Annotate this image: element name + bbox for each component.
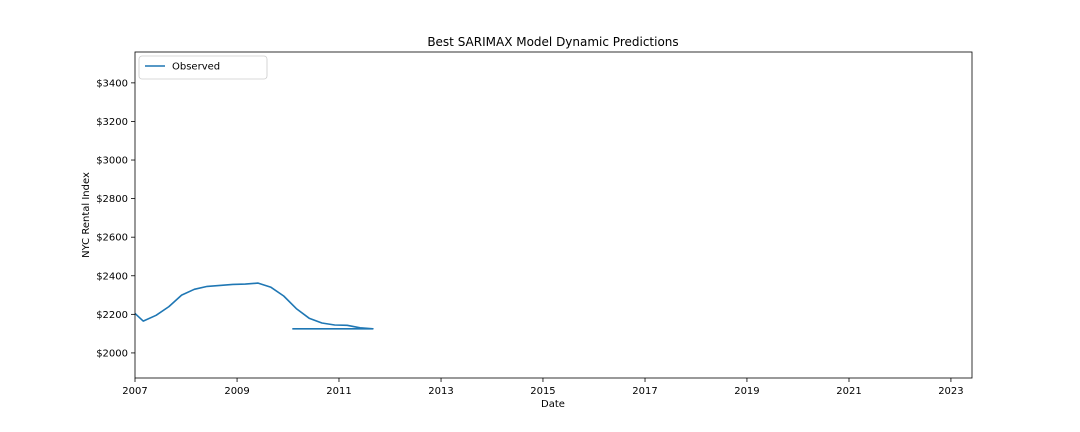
- y-tick-label: $2600: [96, 233, 128, 244]
- y-tick-label: $2200: [96, 310, 128, 321]
- y-tick-label: $2000: [96, 348, 128, 359]
- series-lines: [134, 282, 374, 330]
- x-tick-label: 2017: [632, 386, 657, 397]
- y-tick-label: $3400: [96, 78, 128, 89]
- x-tick-label: 2007: [122, 386, 147, 397]
- legend-label-undefined: Observed: [172, 62, 220, 73]
- x-axis-title: Date: [541, 399, 565, 410]
- y-tick-label: $2800: [96, 194, 128, 205]
- x-tick-label: 2015: [530, 386, 555, 397]
- plot-frame: [134, 51, 973, 379]
- y-axis: $2000 $2200 $2400 $2600 $2800 $3000 $3200 $3400: [96, 78, 135, 359]
- y-tick-label: $3000: [96, 156, 128, 167]
- legend: Observed: [138, 55, 268, 80]
- y-tick-label: $3200: [96, 117, 128, 128]
- x-tick-label: 2013: [428, 386, 453, 397]
- series-line-undefined: [134, 282, 374, 330]
- x-tick-label: 2009: [224, 386, 249, 397]
- x-tick-label: 2019: [734, 386, 759, 397]
- chart-title: Best SARIMAX Model Dynamic Predictions: [427, 35, 678, 49]
- y-tick-label: $2400: [96, 271, 128, 282]
- x-tick-label: 2011: [326, 386, 351, 397]
- x-tick-label: 2021: [836, 386, 861, 397]
- legend-box: [138, 55, 268, 80]
- y-axis-title: NYC Rental Index: [81, 172, 92, 258]
- x-tick-label: 2023: [938, 386, 963, 397]
- x-axis: 2007 2009 2011 2013 2015 2017 2019 2021 2023: [122, 378, 964, 397]
